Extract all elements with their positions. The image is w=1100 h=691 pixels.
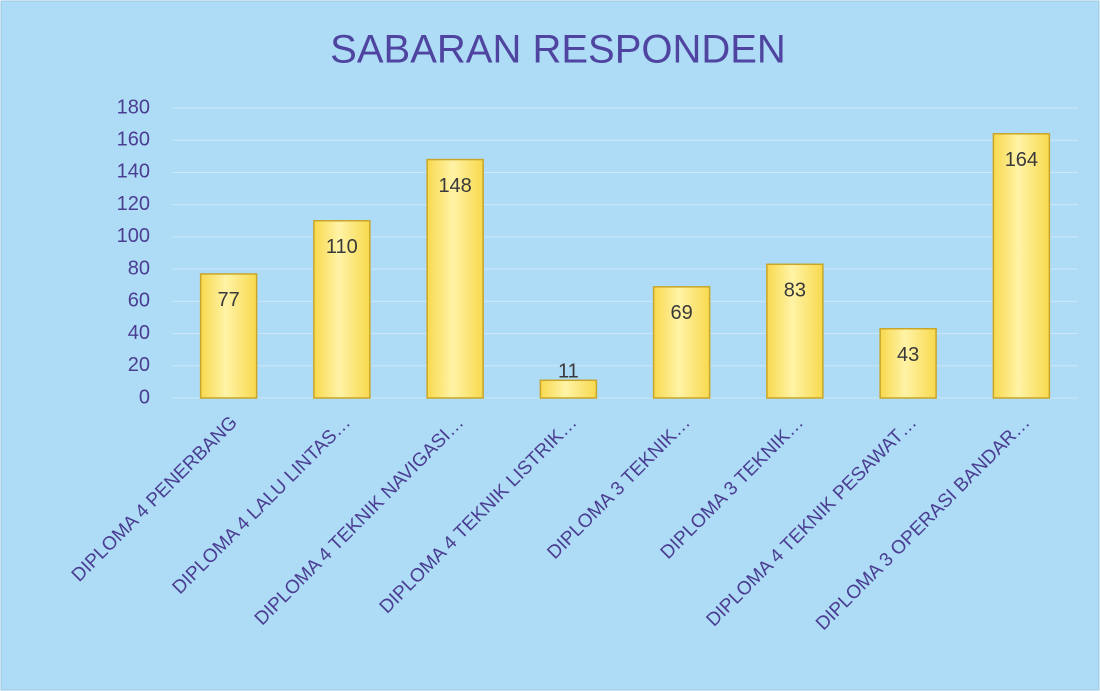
bar bbox=[199, 273, 258, 399]
chart-title: SABARAN RESPONDEN bbox=[330, 28, 786, 72]
y-tick-label: 60 bbox=[128, 290, 150, 312]
value-label: 11 bbox=[558, 361, 579, 383]
y-tick-label: 120 bbox=[117, 193, 150, 215]
bar bbox=[539, 379, 598, 399]
value-label: 148 bbox=[438, 175, 471, 197]
value-label: 77 bbox=[218, 289, 240, 311]
bar bbox=[879, 327, 937, 399]
y-tick-label: 20 bbox=[128, 354, 150, 376]
value-label: 43 bbox=[897, 344, 919, 366]
y-tick-label: 80 bbox=[128, 257, 150, 279]
y-tick-label: 0 bbox=[139, 386, 150, 408]
y-tick-label: 160 bbox=[117, 129, 150, 151]
y-tick-label: 100 bbox=[117, 225, 150, 247]
y-tick-label: 140 bbox=[117, 161, 150, 183]
bar bbox=[426, 158, 484, 399]
bar bbox=[992, 133, 1051, 399]
bar bbox=[766, 263, 824, 399]
value-label: 110 bbox=[326, 236, 358, 258]
bar bbox=[652, 286, 711, 399]
value-label: 164 bbox=[1005, 149, 1038, 171]
value-label: 69 bbox=[671, 302, 693, 324]
bar bbox=[313, 220, 371, 399]
y-tick-label: 180 bbox=[117, 96, 150, 118]
value-label: 83 bbox=[784, 280, 806, 302]
y-tick-label: 40 bbox=[128, 322, 150, 344]
